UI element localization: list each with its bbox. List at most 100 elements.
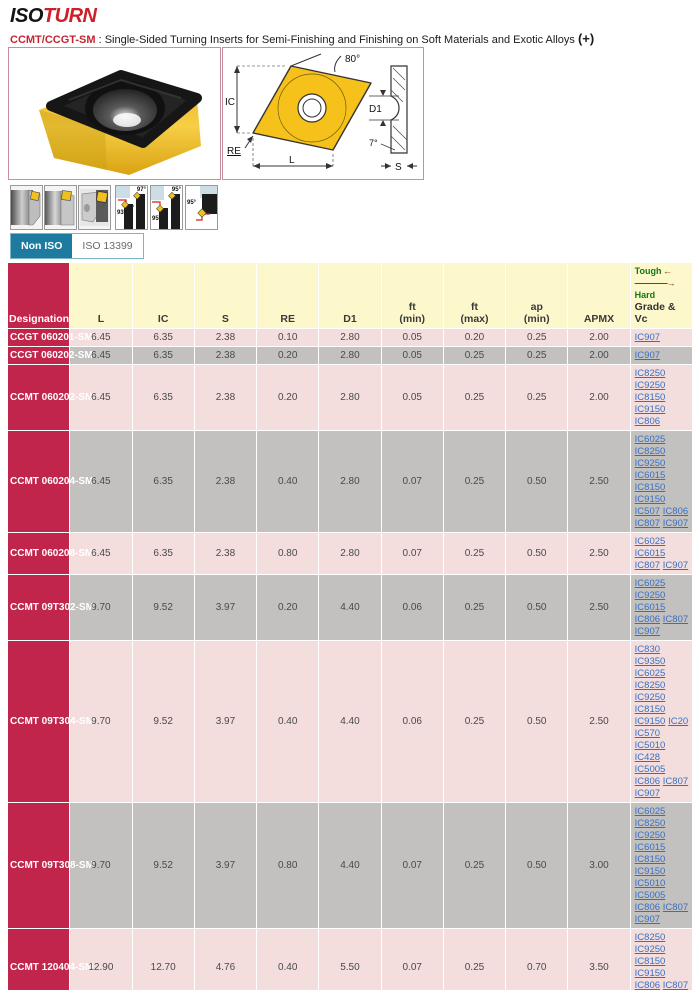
value-cell: 2.38 xyxy=(194,533,256,575)
grade-link[interactable]: IC806 xyxy=(635,776,660,787)
grade-link[interactable]: IC806 xyxy=(635,416,660,427)
grade-link[interactable]: IC9250 xyxy=(635,380,666,391)
grade-link[interactable]: IC6025 xyxy=(635,668,666,679)
grade-link[interactable]: IC6015 xyxy=(635,470,666,481)
grade-link[interactable]: IC507 xyxy=(635,506,660,517)
value-cell: 0.40 xyxy=(257,431,319,533)
value-cell: 0.40 xyxy=(257,641,319,803)
grade-link[interactable]: IC907 xyxy=(663,560,688,571)
value-cell: 6.35 xyxy=(132,365,194,431)
grade-link[interactable]: IC907 xyxy=(635,626,660,637)
designation-cell[interactable]: CCMT 120404-SM xyxy=(8,929,70,990)
grade-link[interactable]: IC8150 xyxy=(635,392,666,403)
designation-cell[interactable]: CCMT 09T302-SM xyxy=(8,575,70,641)
value-cell: 0.06 xyxy=(381,575,443,641)
grade-link[interactable]: IC8250 xyxy=(635,368,666,379)
designation-cell[interactable]: CCGT 060202-SM xyxy=(8,347,70,365)
grade-link[interactable]: IC8150 xyxy=(635,956,666,967)
designation-cell[interactable]: CCMT 09T304-SM xyxy=(8,641,70,803)
grade-link[interactable]: IC807 xyxy=(663,614,688,625)
toolholder-photo-1[interactable] xyxy=(10,185,43,230)
grade-link[interactable]: IC9150 xyxy=(635,404,666,415)
grade-link[interactable]: IC6015 xyxy=(635,842,666,853)
grade-link[interactable]: IC9150 xyxy=(635,866,666,877)
tool-angle-icon-2[interactable]: 95° 95° xyxy=(150,185,183,230)
tab-iso-13399[interactable]: ISO 13399 xyxy=(72,234,142,258)
grade-link[interactable]: IC806 xyxy=(663,506,688,517)
angle-80-label: 80° xyxy=(345,54,360,65)
grade-link[interactable]: IC907 xyxy=(635,350,660,361)
grade-link[interactable]: IC9350 xyxy=(635,656,666,667)
grade-link[interactable]: IC907 xyxy=(635,788,660,799)
grade-link[interactable]: IC6025 xyxy=(635,434,666,445)
grade-link[interactable]: IC5005 xyxy=(635,764,666,775)
grade-link[interactable]: IC8250 xyxy=(635,680,666,691)
value-cell: 9.70 xyxy=(70,575,132,641)
value-cell: 0.25 xyxy=(443,533,505,575)
insert-photo xyxy=(9,48,218,177)
value-cell: 4.40 xyxy=(319,575,381,641)
toolholder-photo-2[interactable] xyxy=(44,185,77,230)
grade-link[interactable]: IC907 xyxy=(635,914,660,925)
grade-link[interactable]: IC9150 xyxy=(635,716,666,727)
grade-link[interactable]: IC9250 xyxy=(635,590,666,601)
column-header-ic: IC xyxy=(132,263,194,329)
grade-link[interactable]: IC907 xyxy=(635,332,660,343)
tab-non-iso[interactable]: Non ISO xyxy=(11,234,72,258)
value-cell: 0.20 xyxy=(443,329,505,347)
grade-link[interactable]: IC570 xyxy=(635,728,660,739)
value-cell: 2.50 xyxy=(568,641,630,803)
grade-link[interactable]: IC9150 xyxy=(635,968,666,979)
grade-link[interactable]: IC5010 xyxy=(635,740,666,751)
grade-link[interactable]: IC8250 xyxy=(635,932,666,943)
grade-link[interactable]: IC907 xyxy=(663,518,688,529)
angle-label: 95° xyxy=(172,187,181,193)
value-cell: 2.80 xyxy=(319,329,381,347)
grade-link[interactable]: IC8250 xyxy=(635,818,666,829)
value-cell: 0.25 xyxy=(443,803,505,929)
value-cell: 2.38 xyxy=(194,365,256,431)
designation-cell[interactable]: CCMT 060202-SM xyxy=(8,365,70,431)
grade-link[interactable]: IC6025 xyxy=(635,536,666,547)
grade-link[interactable]: IC807 xyxy=(663,902,688,913)
grade-link[interactable]: IC8150 xyxy=(635,704,666,715)
grade-link[interactable]: IC830 xyxy=(635,644,660,655)
grade-link[interactable]: IC428 xyxy=(635,752,660,763)
designation-cell[interactable]: CCMT 060204-SM xyxy=(8,431,70,533)
grade-link[interactable]: IC6015 xyxy=(635,602,666,613)
grade-link[interactable]: IC6015 xyxy=(635,548,666,559)
grade-link[interactable]: IC8150 xyxy=(635,854,666,865)
value-cell: 0.50 xyxy=(506,431,568,533)
value-cell: 2.38 xyxy=(194,347,256,365)
grade-link[interactable]: IC8150 xyxy=(635,482,666,493)
value-cell: 0.50 xyxy=(506,575,568,641)
grade-link[interactable]: IC9150 xyxy=(635,494,666,505)
grade-link[interactable]: IC5010 xyxy=(635,878,666,889)
value-cell: 6.45 xyxy=(70,533,132,575)
tool-angle-icon-3[interactable]: 95° xyxy=(185,185,218,230)
grade-link[interactable]: IC8250 xyxy=(635,446,666,457)
grade-link[interactable]: IC806 xyxy=(635,902,660,913)
designation-cell[interactable]: CCGT 060201-SM xyxy=(8,329,70,347)
toolholder-photo-3[interactable] xyxy=(78,185,111,230)
grade-link[interactable]: IC6025 xyxy=(635,578,666,589)
grade-link[interactable]: IC807 xyxy=(635,560,660,571)
tool-angle-icon-1[interactable]: 93° 97° xyxy=(115,185,148,230)
grade-link[interactable]: IC9250 xyxy=(635,944,666,955)
grade-link[interactable]: IC6025 xyxy=(635,806,666,817)
grades-cell: IC830 IC9350 IC6025 IC8250 IC9250 IC8150… xyxy=(630,641,692,803)
grade-link[interactable]: IC807 xyxy=(663,980,688,990)
grade-link[interactable]: IC5005 xyxy=(635,890,666,901)
expand-plus-button[interactable]: (+) xyxy=(578,31,594,46)
designation-cell[interactable]: CCMT 060208-SM xyxy=(8,533,70,575)
grade-link[interactable]: IC9250 xyxy=(635,458,666,469)
grade-link[interactable]: IC9250 xyxy=(635,692,666,703)
grade-link[interactable]: IC20 xyxy=(668,716,688,727)
grade-link[interactable]: IC807 xyxy=(635,518,660,529)
designation-cell[interactable]: CCMT 09T308-SM xyxy=(8,803,70,929)
grade-link[interactable]: IC806 xyxy=(635,980,660,990)
ic-label: IC xyxy=(225,97,235,108)
grade-link[interactable]: IC807 xyxy=(663,776,688,787)
grade-link[interactable]: IC806 xyxy=(635,614,660,625)
grade-link[interactable]: IC9250 xyxy=(635,830,666,841)
